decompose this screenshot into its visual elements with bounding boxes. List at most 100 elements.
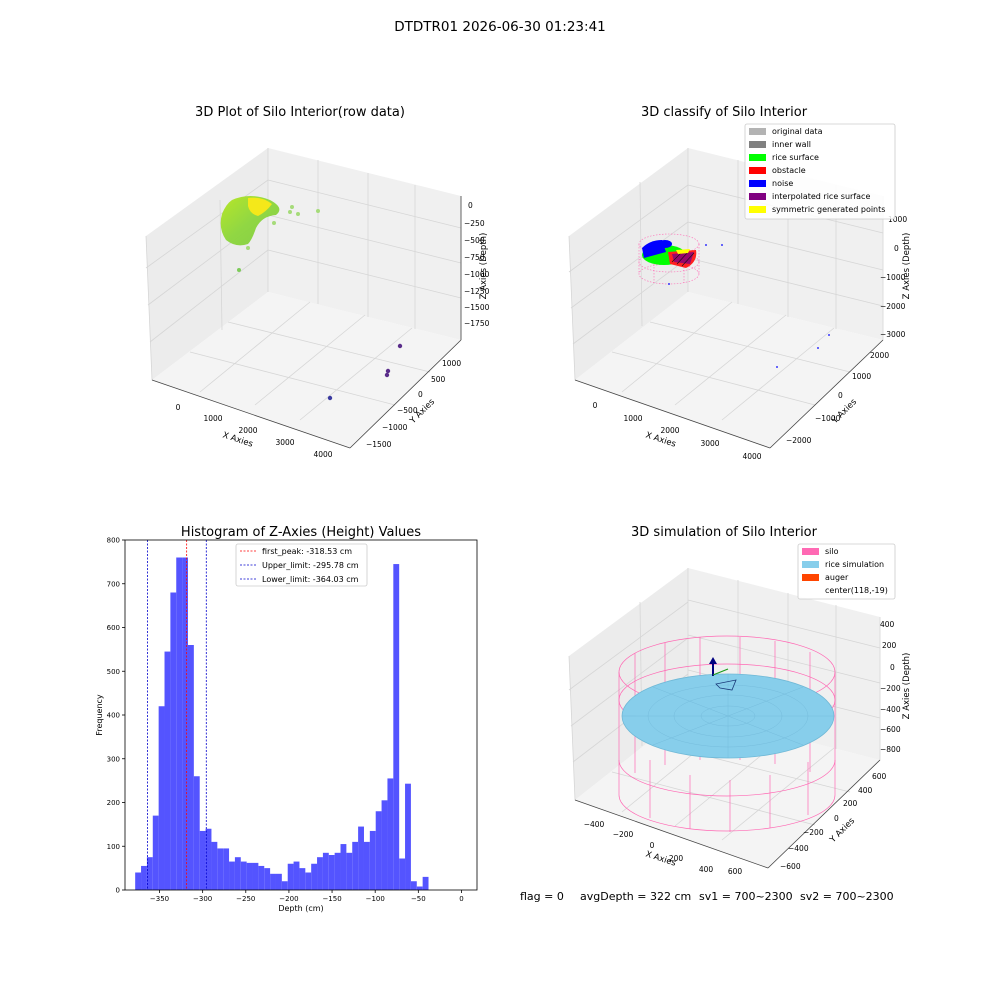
cls-noise-point — [705, 244, 707, 246]
hist-bar — [293, 861, 300, 890]
cls-grid — [568, 148, 884, 421]
cls-noise-point — [668, 283, 670, 285]
hist-bar — [410, 881, 417, 890]
hist-vlines — [147, 540, 207, 890]
sim-ztick: 400 — [880, 620, 895, 629]
hist-bar — [146, 857, 153, 890]
sim-ytick: −600 — [780, 862, 801, 871]
legend-label-silo: silo — [825, 547, 839, 556]
hist-bar — [328, 855, 335, 890]
hist-ytick-label: 800 — [107, 537, 120, 545]
cls-ytick: 1000 — [852, 372, 871, 381]
sim-xtick: 200 — [669, 854, 684, 863]
hist-bar — [211, 841, 218, 890]
hist-bar — [252, 862, 259, 890]
raw-far-point — [384, 372, 390, 378]
legend-swatch-auger — [802, 574, 819, 581]
sim-xtick: 400 — [699, 865, 714, 874]
footer-sv1: sv1 = 700~2300 — [699, 890, 793, 903]
hist-ytick-label: 500 — [107, 668, 120, 676]
cls-noise-point — [776, 366, 778, 368]
raw-ztick: −250 — [464, 219, 485, 228]
cls-pane-floor — [575, 292, 883, 448]
hist-xtick-label: −300 — [193, 895, 212, 903]
raw-outlier-point — [296, 212, 300, 216]
hist-bar — [317, 857, 323, 890]
hist-bar — [352, 841, 359, 890]
raw-outlier-point — [246, 246, 250, 250]
hist-xtick-label: 0 — [459, 895, 463, 903]
hist-bar — [299, 868, 306, 890]
cls-legend-box — [744, 123, 896, 220]
legend-label-rice-surface: rice surface — [772, 153, 819, 162]
legend-label-first-peak: first_peak: -318.53 cm — [262, 547, 352, 556]
cls-pane-left — [569, 148, 688, 380]
cls-ztick: −1000 — [880, 273, 906, 282]
sim-ylabel: Y Axies — [827, 816, 857, 846]
legend-swatch-original-data — [749, 128, 766, 135]
hist-xtick-label: −100 — [366, 895, 385, 903]
sim-xtick: 600 — [728, 867, 743, 876]
hist-bar — [164, 651, 171, 890]
cls-zlabel: Z Axies (Depth) — [902, 233, 912, 300]
legend-label-symmetric: symmetric generated points — [772, 205, 885, 214]
hist-bar — [322, 852, 329, 890]
figure-footer: flag = 0 avgDepth = 322 cm sv1 = 700~230… — [520, 890, 894, 903]
sim-ztick: −200 — [880, 684, 901, 693]
hist-xtick-label: −50 — [411, 895, 426, 903]
sim-legend-box — [797, 543, 896, 600]
cls-ytick: 2000 — [870, 351, 889, 360]
raw-outlier-point — [272, 221, 276, 225]
hist-bar — [375, 811, 382, 890]
cls-legend: original data inner wall rice surface ob… — [744, 123, 896, 220]
sim-xlabel: X Axies — [644, 849, 677, 868]
hist-bar — [170, 592, 177, 890]
legend-label-noise: noise — [772, 179, 793, 188]
sim-ytick: 200 — [843, 799, 858, 808]
sim-pane-floor — [575, 711, 880, 868]
hist-bar — [223, 848, 230, 890]
panel-sim-title: 3D simulation of Silo Interior — [631, 525, 818, 540]
sim-rice-mesh — [622, 674, 834, 758]
hist-bar — [176, 557, 183, 890]
raw-ztick: −1750 — [464, 319, 490, 328]
hist-bars — [135, 557, 429, 890]
cls-ztick: 1000 — [888, 215, 907, 224]
sim-ytick: −400 — [788, 844, 809, 853]
hist-bar — [217, 848, 224, 890]
panel-classify-3d: 3D classify of Silo Interior — [568, 105, 912, 461]
raw-xtick: 2000 — [238, 426, 257, 435]
sim-center-green-axis — [712, 668, 729, 676]
raw-far-point — [327, 395, 333, 401]
cls-ylabel: Y Axies — [829, 397, 859, 427]
raw-outlier-point — [316, 209, 320, 213]
cls-axis-lines — [574, 339, 884, 449]
hist-bar — [416, 886, 423, 890]
hist-bar — [287, 863, 294, 890]
cls-xtick: 2000 — [660, 426, 679, 435]
hist-ytick-label: 600 — [107, 624, 120, 632]
hist-bar — [387, 778, 394, 890]
raw-outlier-point — [237, 268, 241, 272]
legend-label-upper-limit: Upper_limit: -295.78 cm — [262, 561, 359, 570]
hist-bar — [264, 868, 271, 890]
raw-zlabel: Z Axies (Depth) — [479, 233, 489, 300]
sim-center-arrow — [709, 657, 717, 664]
cls-xtick: 0 — [593, 401, 598, 410]
cls-noise-point — [828, 334, 830, 336]
hist-bar — [258, 865, 265, 890]
hist-bar — [199, 830, 206, 890]
raw-ytick: −1000 — [382, 423, 408, 432]
legend-label-lower-limit: Lower_limit: -364.03 cm — [262, 575, 359, 584]
hist-bar — [141, 865, 147, 890]
panel-raw-title: 3D Plot of Silo Interior(row data) — [195, 105, 405, 120]
sim-ztick: 0 — [890, 663, 895, 672]
cls-ytick: 0 — [838, 391, 843, 400]
figure-suptitle: DTDTR01 2026-06-30 01:23:41 — [394, 19, 606, 35]
raw-xtick: 0 — [176, 403, 181, 412]
sim-ztick: 200 — [882, 641, 897, 650]
raw-ztick: −750 — [464, 253, 485, 262]
raw-outlier-point — [288, 210, 292, 214]
hist-bar — [158, 706, 165, 890]
panel-simulation-3d: 3D simulation of Silo Interior — [568, 525, 912, 876]
